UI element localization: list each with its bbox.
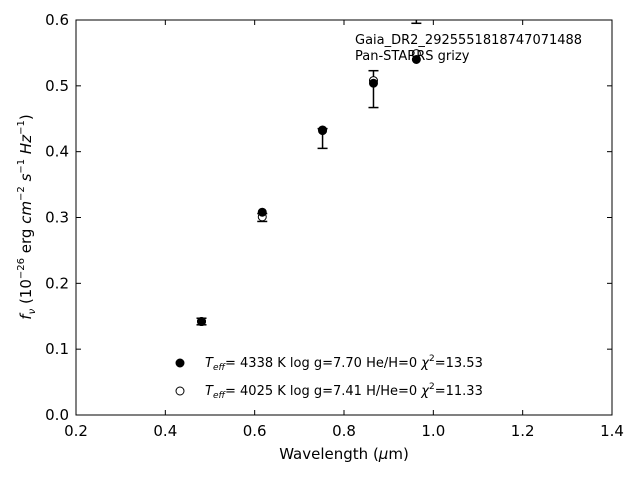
- model-markers: [197, 49, 421, 327]
- x-tick-label: 1.2: [511, 422, 535, 440]
- legend-label: Teff= 4025 K log g=7.41 H/He=0 χ2=11.33: [205, 382, 483, 401]
- x-tick-label: 1.0: [421, 422, 445, 440]
- y-tick-label: 0.1: [45, 340, 69, 358]
- x-tick-label: 0.6: [243, 422, 267, 440]
- y-tick-label: 0.5: [45, 77, 69, 95]
- marker-filled: [257, 207, 267, 217]
- y-axis-label: fν (10−26 erg cm−2 s−1 Hz−1): [16, 114, 38, 319]
- x-tick-label: 0.2: [64, 422, 88, 440]
- marker-filled: [197, 317, 207, 327]
- x-tick-label: 0.4: [153, 422, 177, 440]
- axis-ticks: 0.2 0.4 0.6 0.8 1.0 1.2 1.4 0.0 0.1 0.2 0.3 0.4 0.5 0…: [45, 11, 624, 440]
- y-tick-label: 0.0: [45, 406, 69, 424]
- legend: Teff= 4338 K log g=7.70 He/H=0 χ2=13.53 T…: [175, 354, 483, 401]
- y-tick-label: 0.4: [45, 143, 69, 161]
- y-tick-label: 0.6: [45, 11, 69, 29]
- marker-filled: [318, 125, 328, 135]
- marker-filled: [411, 55, 421, 64]
- x-axis-label: Wavelength (μm): [279, 445, 409, 463]
- y-tick-label: 0.2: [45, 274, 69, 292]
- x-tick-label: 0.8: [332, 422, 356, 440]
- annotation-survey: Pan-STARRS grizy: [355, 49, 470, 64]
- marker-filled: [368, 78, 378, 88]
- annotation-star-id: Gaia_DR2_2925551818747071488: [355, 33, 582, 48]
- legend-marker-filled: [175, 358, 185, 368]
- legend-label: Teff= 4338 K log g=7.70 He/H=0 χ2=13.53: [205, 354, 483, 373]
- y-tick-label: 0.3: [45, 209, 69, 227]
- x-tick-label: 1.4: [600, 422, 624, 440]
- legend-marker-open: [175, 386, 185, 396]
